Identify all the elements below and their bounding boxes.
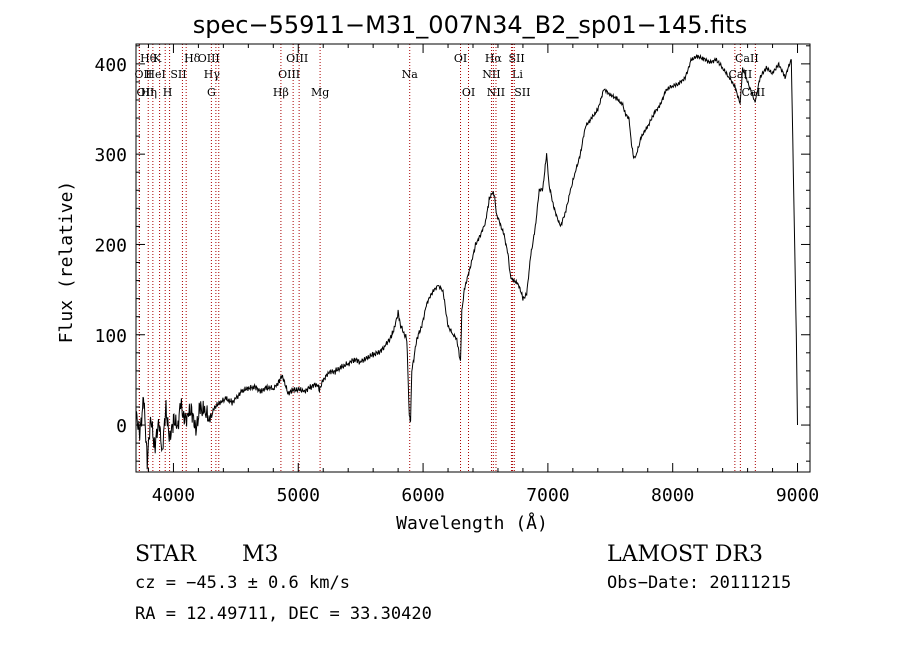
object-subclass: M3 (242, 542, 279, 567)
marker-label: OIII (286, 52, 308, 65)
y-tick-label: 0 (116, 416, 127, 437)
marker-label: CaII (735, 52, 759, 65)
marker-label: NII (482, 68, 500, 81)
obs-date-text: Obs−Date: 20111215 (607, 573, 791, 593)
y-tick-label: 100 (94, 326, 127, 347)
object-class: STAR (135, 542, 197, 567)
marker-label: Hβ (273, 86, 289, 99)
marker-label: Na (402, 68, 419, 81)
coords-text: RA = 12.49711, DEC = 33.30420 (135, 604, 432, 624)
x-tick-label: 6000 (401, 485, 444, 506)
x-axis: 4000 5000 6000 7000 8000 9000 (147, 44, 819, 506)
x-tick-label: 7000 (526, 485, 569, 506)
marker-label: OII (137, 86, 155, 99)
marker-label: Hα (485, 52, 503, 65)
y-tick-label: 400 (94, 55, 127, 76)
marker-label: Hθ (140, 52, 157, 65)
marker-label: OI (454, 52, 467, 65)
marker-label: Hδ (184, 52, 201, 65)
marker-label: OIII (198, 52, 220, 65)
flux-line (135, 53, 798, 470)
x-axis-label: Wavelength (Å) (396, 512, 548, 534)
survey-name: LAMOST DR3 (607, 542, 763, 567)
chart-title: spec−55911−M31_007N34_B2_sp01−145.fits (193, 11, 747, 39)
marker-label: NII (487, 86, 505, 99)
marker-label: Hη (141, 86, 157, 99)
marker-label: K (153, 52, 162, 65)
marker-label: OIII (278, 68, 300, 81)
x-tick-label: 8000 (651, 485, 694, 506)
redshift-text: cz = −45.3 ± 0.6 km/s (135, 573, 350, 593)
marker-label: SII (508, 52, 524, 65)
x-tick-label: 9000 (776, 485, 819, 506)
marker-label: OI (462, 86, 475, 99)
y-tick-label: 300 (94, 145, 127, 166)
marker-label: Hγ (204, 68, 221, 81)
marker-label: Li (512, 68, 523, 81)
y-tick-label: 200 (94, 235, 127, 256)
marker-label: SII (514, 86, 530, 99)
marker-label: H (163, 86, 173, 99)
y-axis: 0 100 200 300 400 (94, 45, 810, 462)
x-tick-label: 5000 (277, 485, 320, 506)
marker-label: CaII (741, 86, 765, 99)
marker-label: G (207, 86, 216, 99)
y-axis-label: Flux (relative) (56, 181, 77, 344)
spectrum-series (135, 53, 798, 470)
x-tick-label: 4000 (152, 485, 195, 506)
marker-label: Mg (311, 86, 329, 99)
line-markers: HθOIIOIIHηKHeIHSIIHδOIIIHγGOIIIOIIIHβMgN… (135, 44, 765, 472)
marker-label: SII (170, 68, 186, 81)
marker-label: CaII (729, 68, 753, 81)
marker-label: HeI (145, 68, 165, 81)
